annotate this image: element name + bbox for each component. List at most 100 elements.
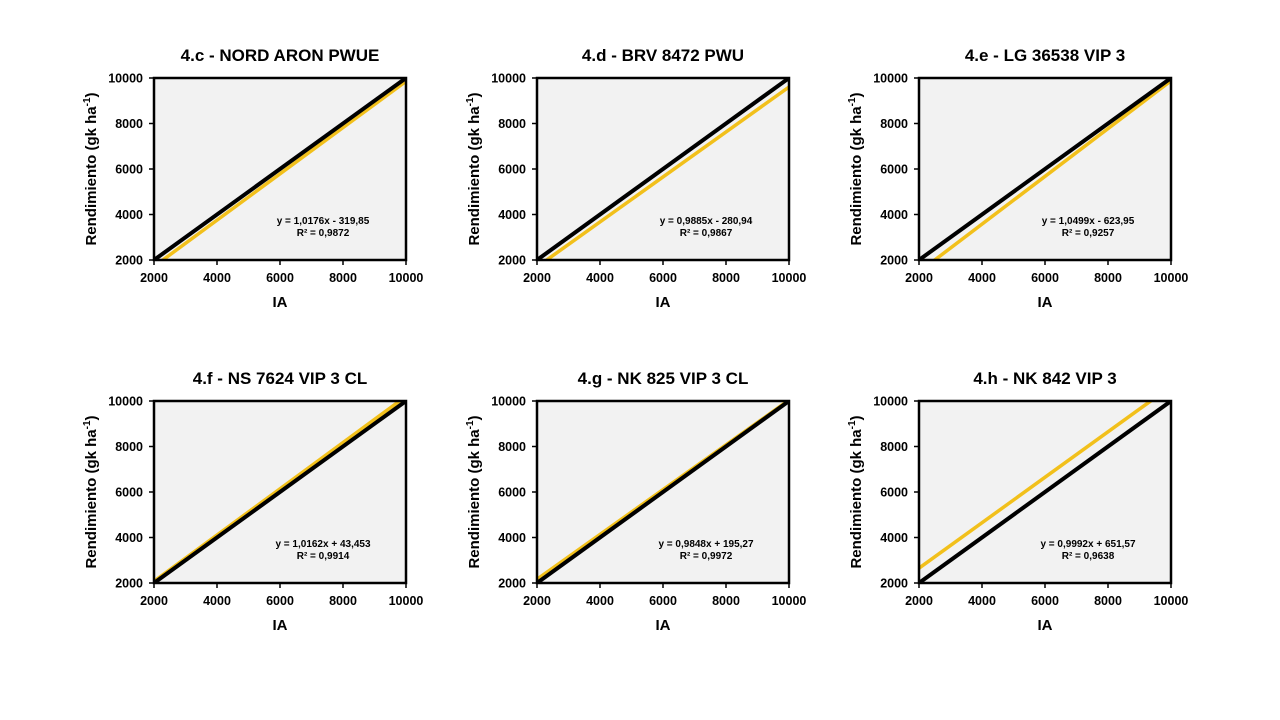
x-tick-label: 4000 [968, 271, 996, 285]
y-axis-label: Rendimiento (gk ha-1) [847, 92, 865, 245]
y-tick-label: 8000 [498, 440, 526, 454]
x-tick-label: 8000 [712, 271, 740, 285]
y-tick-label: 8000 [115, 440, 143, 454]
regression-equation: y = 0,9885x - 280,94 [660, 216, 753, 227]
chart-title: 4.e - LG 36538 VIP 3 [965, 46, 1125, 65]
x-tick-label: 2000 [140, 271, 168, 285]
chart-panel: 4.d - BRV 8472 PWU 2000 4000 6000 8000 10000 2… [465, 46, 806, 311]
x-tick-label: 6000 [266, 271, 294, 285]
identity-line [154, 78, 406, 260]
x-tick-label: 10000 [1154, 594, 1189, 608]
y-tick-label: 10000 [873, 72, 908, 86]
x-tick-label: 6000 [1031, 594, 1059, 608]
identity-line [919, 401, 1171, 583]
r-squared: R² = 0,9972 [680, 551, 733, 562]
y-tick-label: 2000 [498, 577, 526, 591]
y-tick-label: 10000 [491, 395, 526, 409]
chart-panel: 4.c - NORD ARON PWUE 2000 4000 6000 8000 1000… [82, 46, 423, 311]
y-axis-label: Rendimiento (gk ha-1) [82, 415, 100, 568]
y-tick-label: 4000 [880, 531, 908, 545]
x-axis-label: IA [656, 617, 671, 634]
x-tick-label: 8000 [1094, 271, 1122, 285]
r-squared: R² = 0,9867 [680, 228, 733, 239]
x-tick-label: 10000 [389, 594, 424, 608]
y-tick-label: 6000 [115, 163, 143, 177]
x-tick-label: 4000 [586, 271, 614, 285]
trend-line [931, 79, 1171, 260]
y-tick-label: 2000 [115, 254, 143, 268]
x-tick-label: 2000 [140, 594, 168, 608]
r-squared: R² = 0,9872 [297, 228, 350, 239]
x-tick-label: 6000 [649, 594, 677, 608]
x-tick-label: 6000 [1031, 271, 1059, 285]
y-tick-label: 4000 [115, 208, 143, 222]
y-tick-label: 2000 [498, 254, 526, 268]
x-tick-label: 10000 [772, 271, 807, 285]
identity-line [537, 78, 789, 260]
x-tick-label: 8000 [712, 594, 740, 608]
chart-panel: 4.e - LG 36538 VIP 3 2000 4000 6000 8000 1000… [847, 46, 1188, 311]
y-tick-label: 4000 [115, 531, 143, 545]
y-tick-label: 4000 [498, 208, 526, 222]
r-squared: R² = 0,9257 [1062, 228, 1115, 239]
x-tick-label: 8000 [1094, 594, 1122, 608]
regression-equation: y = 1,0162x + 43,453 [275, 539, 371, 550]
trend-line [919, 401, 1154, 570]
y-tick-label: 10000 [108, 395, 143, 409]
y-tick-label: 8000 [880, 440, 908, 454]
regression-equation: y = 0,9848x + 195,27 [658, 539, 754, 550]
y-tick-label: 4000 [880, 208, 908, 222]
x-tick-label: 4000 [203, 594, 231, 608]
y-tick-label: 6000 [498, 486, 526, 500]
x-tick-label: 4000 [586, 594, 614, 608]
chart-panel: 4.h - NK 842 VIP 3 2000 4000 6000 8000 10000 2… [847, 369, 1188, 634]
chart-title: 4.d - BRV 8472 PWU [582, 46, 744, 65]
regression-equation: y = 1,0176x - 319,85 [277, 216, 370, 227]
x-axis-label: IA [273, 617, 288, 634]
y-axis-label: Rendimiento (gk ha-1) [847, 415, 865, 568]
x-tick-label: 10000 [1154, 271, 1189, 285]
x-tick-label: 2000 [523, 271, 551, 285]
y-tick-label: 8000 [115, 117, 143, 131]
x-tick-label: 4000 [203, 271, 231, 285]
y-tick-label: 10000 [873, 395, 908, 409]
chart-title: 4.c - NORD ARON PWUE [181, 46, 380, 65]
x-tick-label: 10000 [772, 594, 807, 608]
x-tick-label: 2000 [905, 594, 933, 608]
x-tick-label: 4000 [968, 594, 996, 608]
r-squared: R² = 0,9638 [1062, 551, 1115, 562]
chart-title: 4.f - NS 7624 VIP 3 CL [193, 369, 367, 388]
y-axis-label: Rendimiento (gk ha-1) [465, 92, 483, 245]
y-tick-label: 2000 [115, 577, 143, 591]
chart-title: 4.g - NK 825 VIP 3 CL [578, 369, 749, 388]
identity-line [537, 401, 789, 583]
y-tick-label: 4000 [498, 531, 526, 545]
x-axis-label: IA [656, 294, 671, 311]
x-tick-label: 6000 [266, 594, 294, 608]
x-tick-label: 2000 [905, 271, 933, 285]
y-tick-label: 2000 [880, 254, 908, 268]
identity-line [154, 401, 406, 583]
r-squared: R² = 0,9914 [297, 551, 350, 562]
chart-panel: 4.f - NS 7624 VIP 3 CL 2000 4000 6000 8000 10… [82, 369, 423, 634]
x-tick-label: 10000 [389, 271, 424, 285]
x-tick-label: 8000 [329, 594, 357, 608]
regression-equation: y = 1,0499x - 623,95 [1042, 216, 1135, 227]
x-axis-label: IA [1038, 617, 1053, 634]
x-tick-label: 2000 [523, 594, 551, 608]
trend-line [159, 79, 406, 260]
x-axis-label: IA [273, 294, 288, 311]
y-tick-label: 6000 [115, 486, 143, 500]
y-tick-label: 8000 [498, 117, 526, 131]
chart-title: 4.h - NK 842 VIP 3 [973, 369, 1116, 388]
x-axis-label: IA [1038, 294, 1053, 311]
trend-line [543, 85, 789, 260]
y-tick-label: 6000 [498, 163, 526, 177]
y-axis-label: Rendimiento (gk ha-1) [465, 415, 483, 568]
chart-panel: 4.g - NK 825 VIP 3 CL 2000 4000 6000 8000 100… [465, 369, 806, 634]
x-tick-label: 6000 [649, 271, 677, 285]
y-tick-label: 6000 [880, 486, 908, 500]
y-tick-label: 10000 [108, 72, 143, 86]
x-tick-label: 8000 [329, 271, 357, 285]
